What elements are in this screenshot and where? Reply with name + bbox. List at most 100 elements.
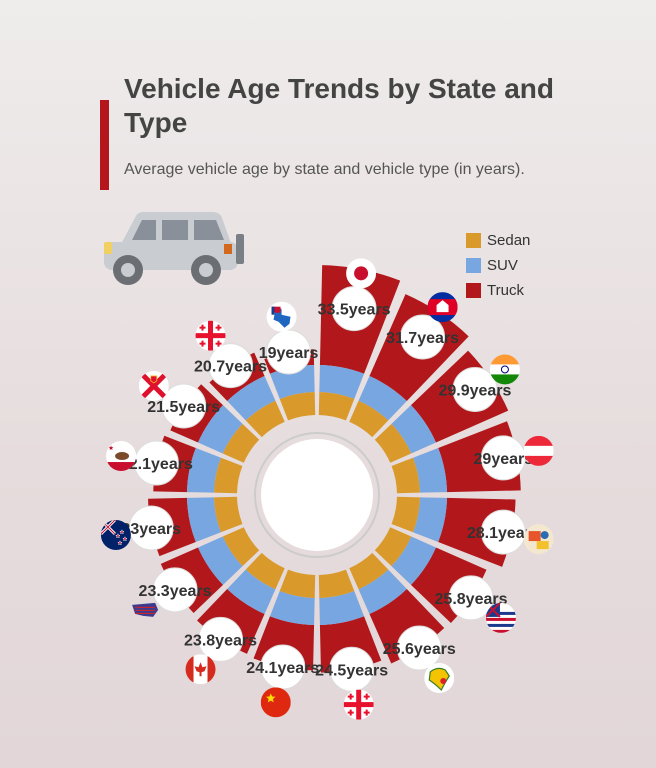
value-badge [400,314,446,360]
bar-sedan [245,400,285,438]
flag-china-icon [260,687,291,718]
value-badge [480,435,526,481]
legend-label: Sedan [487,232,531,249]
bar-sedan [374,527,412,567]
bar-sedan [318,392,355,421]
legend: Sedan SUV Truck [466,228,530,303]
value-badge [452,366,498,412]
value-badge [329,646,375,692]
flags-group [100,258,554,720]
flag-california-icon [106,441,137,472]
data-label: 25.6years [383,641,456,658]
bar-suv [198,536,243,585]
bar-sedan [374,423,412,463]
bar-suv [413,447,447,493]
value-badge [266,329,312,375]
bar-suv [227,376,276,421]
flag-austria-icon [523,435,554,466]
value-badge [133,440,179,486]
legend-item-sedan: Sedan [466,228,530,253]
flag-new-zealand-icon [100,519,131,550]
flag-usa-map-icon [132,602,159,617]
legend-swatch [466,258,481,273]
flag-georgia-icon [343,689,374,720]
value-badge [260,644,306,690]
center-ring [254,432,380,558]
page-title: Vehicle Age Trends by State and Type [124,73,554,138]
bar-suv [198,405,243,454]
title-accent-bar [100,100,109,190]
legend-label: Truck [487,282,524,299]
bar-suv [269,365,315,399]
bar-sedan [349,552,389,590]
labels-group: 33.5years 31.7years 29.9years 29years 28.1ye… [120,286,540,692]
flag-state-seal-icon [523,524,554,555]
bar-suv [269,591,315,625]
data-label: 22.1years [120,456,193,473]
bar-sedan [349,400,389,438]
flag-cambodia-icon [427,292,458,323]
data-label: 23.3years [139,583,212,600]
legend-swatch [466,283,481,298]
bar-sedan [245,552,285,590]
value-badge [198,616,244,662]
center-hole [261,439,373,551]
legend-item-suv: SUV [466,253,530,278]
data-label: 21.5years [147,399,220,416]
bar-suv [187,497,221,543]
bar-truck [410,547,487,624]
data-label: 24.1years [246,660,319,677]
value-badge [480,509,526,555]
data-label: 23years [121,521,181,538]
data-label: 23.8years [184,632,257,649]
data-label: 33.5years [318,302,391,319]
value-badge [152,567,198,613]
bar-truck [369,588,445,664]
bar-sedan [214,496,243,533]
bar-sedan [222,423,260,463]
bar-sedan [222,527,260,567]
flag-india-icon [489,354,520,385]
bar-suv [227,569,276,614]
flag-japan-icon [346,258,377,289]
bar-sedan [279,392,316,421]
bar-sedan [318,569,355,598]
data-label: 29years [474,451,534,468]
data-label: 20.7years [194,359,267,376]
flag-jersey-icon [138,370,169,401]
flag-africa-map-icon [424,662,455,693]
bar-suv [391,536,436,585]
value-badge [161,383,207,429]
flag-hawaii-icon [485,602,516,633]
data-label: 29.9years [438,382,511,399]
bar-suv [358,569,407,614]
value-badge [448,575,494,621]
data-label: 19years [259,345,319,362]
value-badge [208,343,254,389]
legend-label: SUV [487,257,518,274]
bar-sedan [214,457,243,494]
data-label: 31.7years [386,330,459,347]
bar-suv [319,365,365,399]
value-badge [331,286,377,332]
car-icon [104,212,244,285]
data-label: 28.1years [467,525,540,542]
data-label: 25.8years [435,591,508,608]
page-subtitle: Average vehicle age by state and vehicle… [124,161,525,178]
legend-swatch [466,233,481,248]
flag-georgia-cross-icon [195,320,226,351]
legend-item-truck: Truck [466,278,530,303]
value-badge [396,625,442,671]
bar-suv [319,591,365,625]
bar-suv [187,447,221,493]
bar-sedan [279,569,316,598]
bar-suv [358,376,407,421]
bar-suv [391,405,436,454]
bar-sedan [391,457,420,494]
bar-suv [413,497,447,543]
flag-canada-icon [185,654,216,685]
bar-sedan [391,496,420,533]
value-badge [128,505,174,551]
flag-texas-map-icon [266,301,297,332]
